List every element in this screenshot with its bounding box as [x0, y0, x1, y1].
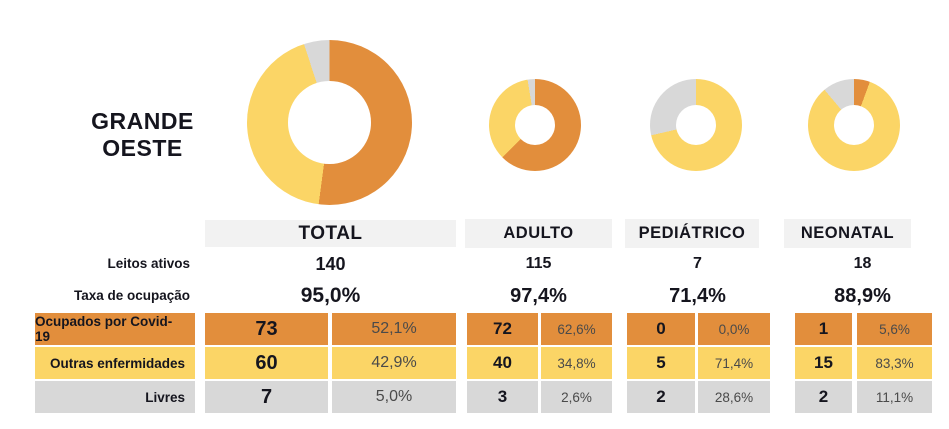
- occupancy-rate-value: 88,9%: [834, 284, 891, 307]
- other-pct: 42,9%: [332, 347, 456, 379]
- active-beds-value: 7: [693, 255, 702, 272]
- active-beds-label: Leitos ativos: [107, 256, 190, 271]
- free-pct: 5,0%: [332, 381, 456, 413]
- donut-chart-pediatrico: [650, 79, 742, 171]
- other-count: 5: [627, 347, 695, 379]
- donut-chart-neonatal: [808, 79, 900, 171]
- active-beds-value: 140: [315, 253, 346, 274]
- active-beds-value: 18: [853, 255, 872, 272]
- column-adulto: ADULTO 115 97,4% 72 62,6% 40 34,8% 3 2,6…: [465, 0, 612, 429]
- other-count: 40: [467, 347, 538, 379]
- column-header-pediatrico: PEDIÁTRICO: [625, 219, 759, 248]
- other-pct: 71,4%: [698, 347, 770, 379]
- region-title-line1: GRANDE: [91, 108, 194, 134]
- donut-chart-adulto: [489, 79, 581, 171]
- covid-pct: 0,0%: [698, 313, 770, 345]
- covid-count: 1: [795, 313, 852, 345]
- free-row: 7 5,0%: [205, 381, 456, 413]
- free-count: 2: [795, 381, 852, 413]
- column-header-adulto: ADULTO: [465, 219, 612, 248]
- covid-count: 73: [205, 313, 328, 345]
- active-beds-value: 115: [525, 255, 552, 272]
- free-row: 2 11,1%: [793, 381, 932, 413]
- occupancy-rate-value: 97,4%: [510, 284, 567, 307]
- column-neonatal: NEONATAL 18 88,9% 1 5,6% 15 83,3% 2 11,1…: [784, 0, 932, 429]
- row-labels: Leitos ativos Taxa de ocupação Ocupados …: [35, 0, 195, 429]
- other-row: 15 83,3%: [793, 347, 932, 379]
- other-pct: 83,3%: [857, 347, 932, 379]
- occupancy-rate-label: Taxa de ocupação: [73, 288, 190, 303]
- free-row-label: Livres: [35, 381, 195, 413]
- free-count: 2: [627, 381, 695, 413]
- other-count: 60: [205, 347, 328, 379]
- covid-count: 72: [467, 313, 538, 345]
- free-pct: 2,6%: [541, 381, 612, 413]
- column-header-total: TOTAL: [205, 220, 456, 247]
- region-title-line2: OESTE: [102, 135, 183, 161]
- free-count: 7: [205, 381, 328, 413]
- free-pct: 28,6%: [698, 381, 770, 413]
- column-total: TOTAL 140 95,0% 73 52,1% 60 42,9% 7 5,0%: [205, 0, 456, 429]
- other-pct: 34,8%: [541, 347, 612, 379]
- other-row-label: Outras enfermidades: [35, 347, 195, 379]
- other-row: 5 71,4%: [625, 347, 770, 379]
- other-row: 60 42,9%: [205, 347, 456, 379]
- covid-pct: 62,6%: [541, 313, 612, 345]
- covid-count: 0: [627, 313, 695, 345]
- occupancy-rate-value: 95,0%: [300, 284, 361, 307]
- free-pct: 11,1%: [857, 381, 932, 413]
- covid-row-label: Ocupados por Covid-19: [35, 313, 195, 345]
- column-header-neonatal: NEONATAL: [784, 219, 911, 248]
- covid-row: 1 5,6%: [793, 313, 932, 345]
- covid-row: 72 62,6%: [465, 313, 612, 345]
- occupancy-rate-value: 71,4%: [669, 284, 726, 307]
- donut-chart-total: [247, 40, 412, 205]
- region-title: GRANDE OESTE: [55, 108, 230, 162]
- covid-pct: 5,6%: [857, 313, 932, 345]
- free-row: 3 2,6%: [465, 381, 612, 413]
- covid-pct: 52,1%: [332, 313, 456, 345]
- covid-row: 0 0,0%: [625, 313, 770, 345]
- other-row: 40 34,8%: [465, 347, 612, 379]
- free-row: 2 28,6%: [625, 381, 770, 413]
- column-pediatrico: PEDIÁTRICO 7 71,4% 0 0,0% 5 71,4% 2 28,6…: [625, 0, 770, 429]
- covid-row: 73 52,1%: [205, 313, 456, 345]
- other-count: 15: [795, 347, 852, 379]
- free-count: 3: [467, 381, 538, 413]
